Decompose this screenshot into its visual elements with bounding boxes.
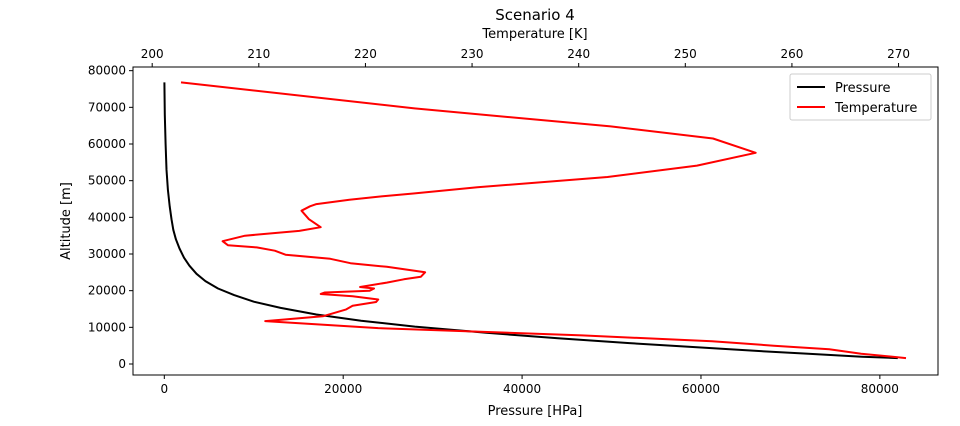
y-tick-label: 70000 [88,100,126,114]
x-tick-label: 60000 [682,382,720,396]
y-tick-label: 20000 [88,284,126,298]
x-tick-label: 80000 [861,382,899,396]
y-tick-label: 60000 [88,137,126,151]
x2-tick-label: 260 [780,47,803,61]
legend: Pressure Temperature [789,73,932,121]
y-tick-label: 40000 [88,210,126,224]
x-tick-label: 20000 [324,382,362,396]
x2-tick-label: 220 [354,47,377,61]
ticks-layer: 0 20000 40000 60000 80000 200 210 220 230 240 250 2… [88,47,910,396]
x2-tick-label: 230 [461,47,484,61]
x-axis-label: Pressure [HPa] [488,404,583,419]
x2-tick-label: 210 [247,47,270,61]
x-tick-label: 40000 [503,382,541,396]
plot-frame [132,66,939,376]
series-line-pressure [163,82,898,360]
x2-tick-label: 200 [141,47,164,61]
legend-label-temperature: Temperature [834,101,917,116]
y-tick-label: 80000 [88,64,126,78]
x-tick-label: 0 [160,382,168,396]
series-line-temperature [180,81,907,360]
y-axis-label: Altitude [m] [59,182,74,260]
y-tick-label: 30000 [88,247,126,261]
chart-title: Scenario 4 [495,6,575,24]
x2-tick-label: 250 [674,47,697,61]
plot-area [163,81,907,360]
legend-label-pressure: Pressure [835,81,891,96]
x2-axis-label: Temperature [K] [481,27,587,42]
x2-tick-label: 270 [887,47,910,61]
y-tick-label: 50000 [88,174,126,188]
y-tick-label: 10000 [88,320,126,334]
y-tick-label: 0 [118,357,126,371]
legend-box [789,73,932,121]
x2-tick-label: 240 [567,47,590,61]
